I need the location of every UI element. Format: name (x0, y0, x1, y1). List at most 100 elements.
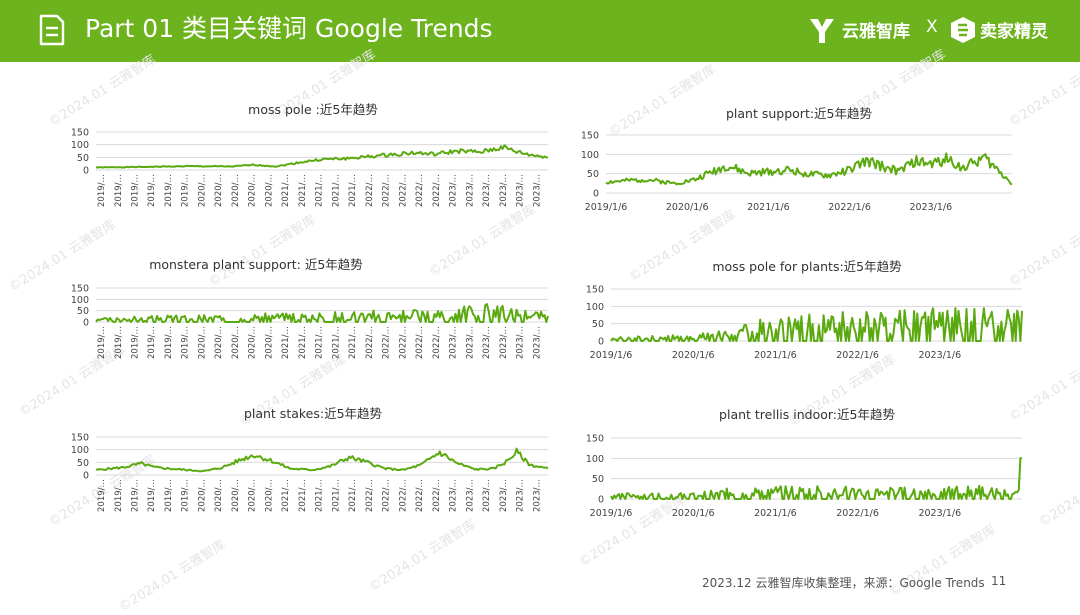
y-tick-label: 0 (83, 318, 89, 329)
x-tick-label: 2019/… (97, 479, 107, 512)
x-tick-label: 2020/1/6 (672, 350, 715, 361)
chart-title: moss pole for plants:近5年趋势 (712, 259, 902, 274)
x-tick-label: 2020/… (264, 326, 274, 359)
y-tick-label: 50 (592, 474, 604, 485)
x-tick-label: 2019/1/6 (590, 508, 633, 519)
y-tick-label: 150 (71, 433, 89, 444)
y-tick-label: 50 (77, 153, 89, 164)
x-tick-label: 2021/… (315, 174, 325, 207)
x-tick-label: 2021/… (331, 174, 341, 207)
chart-title: moss pole :近5年趋势 (248, 102, 378, 117)
y-tick-label: 50 (77, 306, 89, 317)
x-tick-label: 2022/1/6 (836, 350, 879, 361)
x-tick-label: 2023/… (516, 326, 526, 359)
x-tick-label: 2019/… (181, 479, 191, 512)
y-tick-label: 150 (581, 131, 599, 142)
x-tick-label: 2022/… (365, 479, 375, 512)
x-tick-label: 2023/… (482, 174, 492, 207)
x-tick-label: 2022/… (365, 326, 375, 359)
x-tick-label: 2020/… (264, 479, 274, 512)
x-tick-label: 2023/… (532, 326, 542, 359)
trend-line (610, 307, 1023, 342)
y-tick-label: 50 (77, 458, 89, 469)
x-tick-label: 2019/… (147, 479, 157, 512)
x-tick-label: 2021/… (348, 479, 358, 512)
x-tick-label: 2019/… (114, 479, 124, 512)
document-icon (39, 14, 65, 46)
x-tick-label: 2020/… (214, 174, 224, 207)
page-title: Part 01 类目关键词 Google Trends (85, 14, 493, 43)
x-tick-label: 2020/1/6 (666, 202, 709, 213)
trend-line (605, 152, 1013, 186)
x-tick-label: 2019/… (147, 174, 157, 207)
x-tick-label: 2019/… (131, 326, 141, 359)
x-tick-label: 2021/… (298, 326, 308, 359)
chart-title: plant trellis indoor:近5年趋势 (719, 407, 895, 422)
trend-line (610, 457, 1022, 500)
x-tick-label: 2021/1/6 (754, 508, 797, 519)
x-tick-label: 2022/… (415, 326, 425, 359)
x-tick-label: 2023/… (482, 479, 492, 512)
footer-source: 2023.12 云雅智库收集整理，来源：Google Trends (702, 576, 985, 590)
x-tick-label: 2021/… (348, 326, 358, 359)
x-tick-label: 2022/… (382, 326, 392, 359)
chart-panel-4: moss pole for plants:近5年趋势 0 50 100 150 2019/… (586, 259, 1023, 361)
x-tick-label: 2023/1/6 (918, 350, 961, 361)
y-tick-label: 100 (586, 454, 604, 465)
chart-title: monstera plant support: 近5年趋势 (149, 257, 363, 272)
x-tick-label: 2023/… (516, 174, 526, 207)
x-tick-label: 2023/… (449, 479, 459, 512)
x-tick-label: 2022/… (382, 479, 392, 512)
x-tick-label: 2021/… (331, 479, 341, 512)
chart-title: plant stakes:近5年趋势 (244, 406, 383, 421)
chart-title: plant support:近5年趋势 (726, 106, 873, 121)
y-tick-label: 0 (598, 495, 604, 506)
maijia-logo-icon (951, 17, 975, 43)
x-tick-label: 2020/… (231, 326, 241, 359)
x-tick-label: 2020/… (197, 174, 207, 207)
x-tick-label: 2019/… (164, 479, 174, 512)
x-tick-label: 2023/… (465, 326, 475, 359)
x-tick-label: 2023/… (499, 174, 509, 207)
x-tick-label: 2019/… (114, 326, 124, 359)
brand-separator: X (926, 17, 938, 37)
x-tick-label: 2023/… (449, 174, 459, 207)
y-tick-label: 150 (586, 285, 604, 296)
x-tick-label: 2022/1/6 (828, 202, 871, 213)
x-tick-label: 2023/… (532, 174, 542, 207)
x-tick-label: 2019/… (131, 174, 141, 207)
y-tick-label: 100 (71, 445, 89, 456)
x-tick-label: 2019/… (164, 174, 174, 207)
y-tick-label: 50 (592, 319, 604, 330)
x-tick-label: 2021/… (315, 479, 325, 512)
x-tick-label: 2020/1/6 (672, 508, 715, 519)
x-tick-label: 2020/… (214, 326, 224, 359)
x-tick-label: 2022/… (365, 174, 375, 207)
x-tick-label: 2019/… (147, 326, 157, 359)
x-tick-label: 2022/… (432, 174, 442, 207)
x-tick-label: 2019/1/6 (590, 350, 633, 361)
x-tick-label: 2020/… (248, 479, 258, 512)
x-tick-label: 2022/… (398, 174, 408, 207)
x-tick-label: 2019/… (114, 174, 124, 207)
trend-line (95, 447, 549, 473)
x-tick-label: 2023/1/6 (909, 202, 952, 213)
x-tick-label: 2023/… (465, 174, 475, 207)
x-tick-label: 2021/1/6 (754, 350, 797, 361)
x-tick-label: 2019/… (164, 326, 174, 359)
x-tick-label: 2021/… (331, 326, 341, 359)
x-tick-label: 2022/… (415, 174, 425, 207)
y-tick-label: 100 (71, 140, 89, 151)
x-tick-label: 2023/… (449, 326, 459, 359)
header-bar: Part 01 类目关键词 Google Trends 云雅智库 X 卖家精灵 (0, 0, 1080, 62)
x-tick-label: 2019/… (181, 174, 191, 207)
x-tick-label: 2019/… (181, 326, 191, 359)
x-tick-label: 2020/… (231, 174, 241, 207)
x-tick-label: 2022/… (398, 479, 408, 512)
x-tick-label: 2022/… (398, 326, 408, 359)
chart-panel-2: plant support:近5年趋势 0 50 100 150 2019/1/6 2020… (581, 106, 1013, 213)
